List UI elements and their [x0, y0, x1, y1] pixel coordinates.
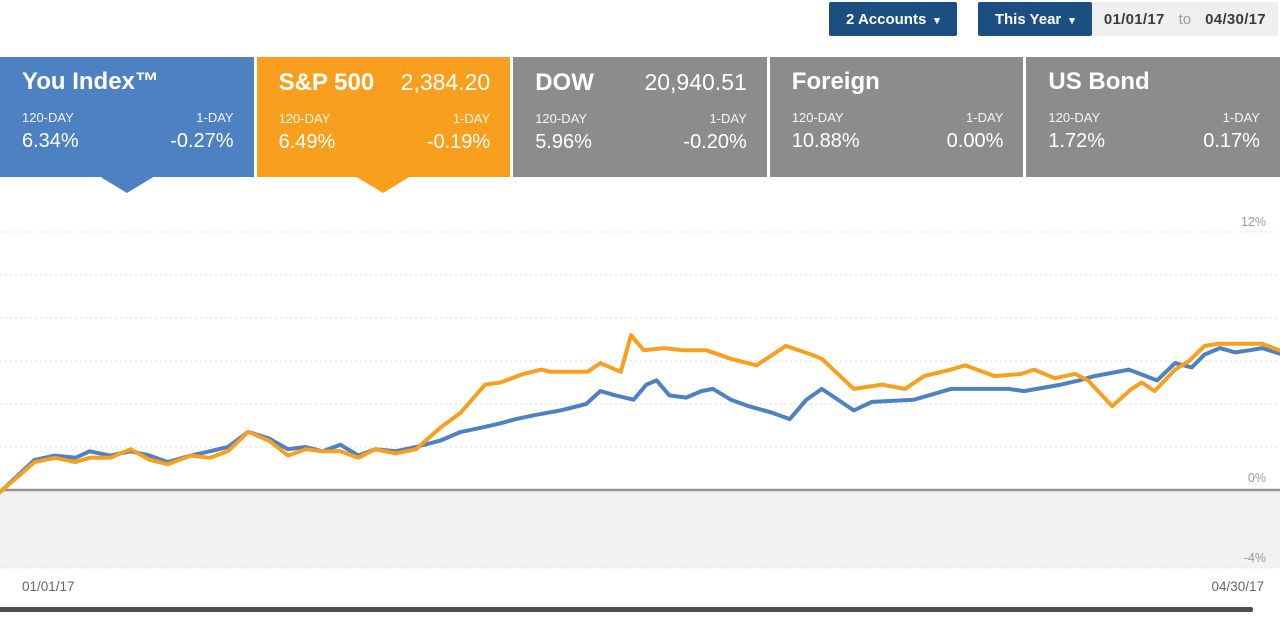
period-return-value: 6.49% — [278, 131, 336, 153]
x-axis-end-date: 04/30/17 — [1211, 579, 1264, 594]
day-return-value: -0.27% — [170, 130, 234, 152]
bottom-scroll-bar[interactable] — [0, 607, 1253, 612]
date-range-separator: to — [1178, 10, 1192, 28]
date-range-box: 01/01/17 to 04/30/17 — [1091, 2, 1278, 36]
x-axis-start-date: 01/01/17 — [22, 579, 75, 594]
card-title: US Bond — [1048, 68, 1150, 95]
day-label: 1-DAY — [966, 110, 1004, 125]
card-us-bond[interactable]: US Bond 120-DAY 1-DAY 1.72% 0.17% — [1026, 57, 1280, 177]
chevron-down-icon: ▾ — [1069, 14, 1075, 27]
period-return-value: 5.96% — [535, 131, 592, 153]
day-return-value: 0.00% — [946, 130, 1004, 152]
accounts-dropdown-label: 2 Accounts — [846, 10, 927, 28]
card-sp500[interactable]: S&P 500 2,384.20 120-DAY 1-DAY 6.49% -0.… — [256, 57, 511, 193]
y-axis-tick-0: 0% — [1247, 471, 1266, 485]
day-label: 1-DAY — [709, 111, 747, 126]
period-dropdown-button[interactable]: This Year ▾ — [977, 2, 1092, 36]
period-label: 120-DAY — [535, 111, 587, 126]
period-return-value: 1.72% — [1048, 130, 1106, 152]
card-title: DOW — [535, 69, 594, 96]
date-from-field[interactable]: 01/01/17 — [1103, 10, 1165, 28]
day-return-value: -0.19% — [426, 131, 491, 153]
card-title: S&P 500 — [278, 69, 375, 96]
period-dropdown-label: This Year — [994, 10, 1062, 28]
card-dow[interactable]: DOW 20,940.51 120-DAY 1-DAY 5.96% -0.20% — [513, 57, 767, 177]
day-return-value: -0.20% — [683, 131, 747, 153]
chevron-down-icon: ▾ — [934, 14, 940, 27]
period-label: 120-DAY — [791, 110, 844, 125]
y-axis-tick-neg4: -4% — [1243, 551, 1266, 565]
card-title: You Index™ — [22, 68, 159, 95]
line-chart-canvas[interactable] — [0, 200, 1280, 598]
period-label: 120-DAY — [1048, 110, 1101, 125]
card-index-value: 2,384.20 — [400, 69, 491, 95]
day-label: 1-DAY — [1222, 110, 1260, 125]
period-return-value: 10.88% — [791, 130, 860, 152]
date-to-field[interactable]: 04/30/17 — [1205, 10, 1266, 28]
period-label: 120-DAY — [22, 110, 74, 125]
card-title: Foreign — [791, 68, 880, 95]
performance-chart[interactable] — [0, 200, 1280, 598]
period-label: 120-DAY — [278, 111, 331, 126]
card-you-index[interactable]: You Index™ 120-DAY 1-DAY 6.34% -0.27% — [0, 57, 254, 193]
card-foreign[interactable]: Foreign 120-DAY 1-DAY 10.88% 0.00% — [769, 57, 1024, 177]
selected-card-pointer — [98, 176, 155, 193]
accounts-dropdown-button[interactable]: 2 Accounts ▾ — [829, 2, 957, 36]
index-card-row: You Index™ 120-DAY 1-DAY 6.34% -0.27% S&… — [0, 57, 1280, 193]
y-axis-tick-12: 12% — [1240, 215, 1266, 229]
selected-card-pointer — [355, 176, 412, 193]
period-return-value: 6.34% — [22, 130, 79, 152]
top-bar: 2 Accounts ▾ This Year ▾ 01/01/17 to 04/… — [829, 2, 1278, 36]
day-return-value: 0.17% — [1203, 130, 1260, 152]
day-label: 1-DAY — [452, 111, 491, 126]
card-index-value: 20,940.51 — [644, 69, 747, 95]
day-label: 1-DAY — [196, 110, 234, 125]
